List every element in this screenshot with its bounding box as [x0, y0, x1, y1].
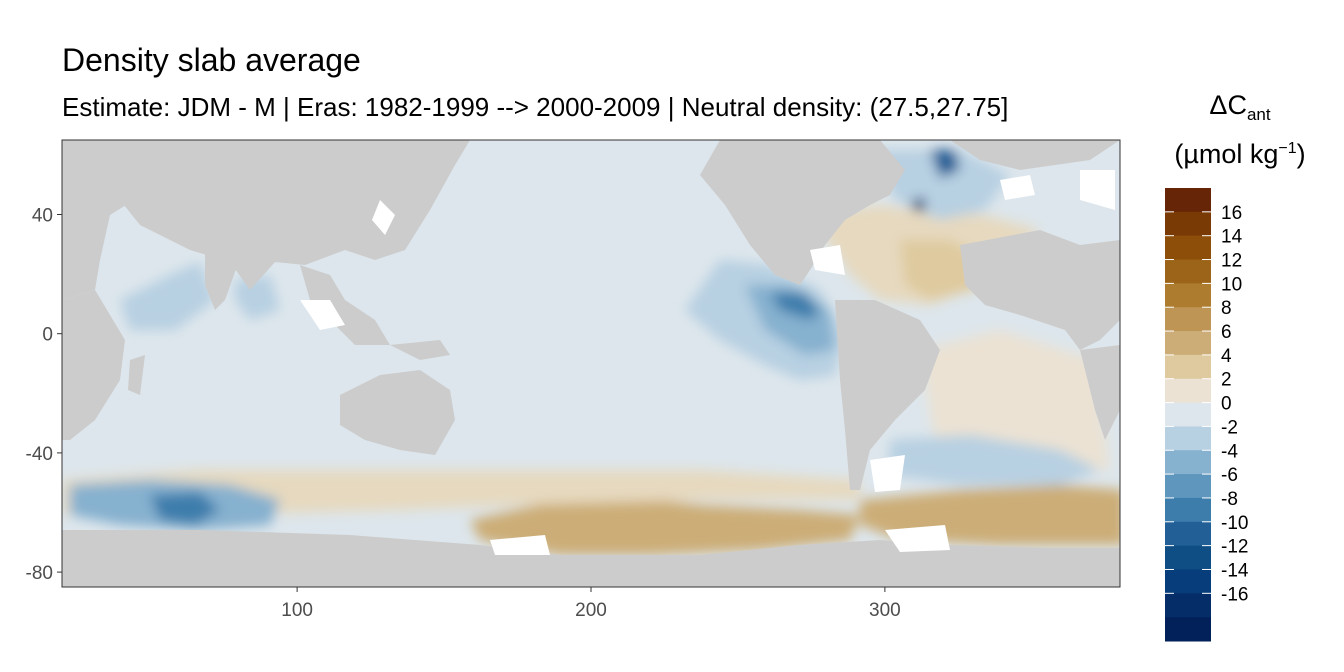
land-india — [205, 250, 240, 310]
y-tick-label: 0 — [42, 325, 53, 346]
legend-label: 16 — [1221, 203, 1242, 224]
legend-title: ΔCant — [1209, 90, 1270, 124]
legend-swatch — [1165, 593, 1211, 618]
legend-swatch — [1165, 211, 1211, 237]
legend-label: -10 — [1221, 513, 1248, 534]
map-panel — [62, 140, 1120, 587]
legend-swatch — [1165, 235, 1211, 261]
land-north-america — [700, 140, 905, 285]
nodata-indonesia — [300, 300, 345, 330]
land-west-africa — [960, 230, 1120, 350]
labrador-sea-field — [870, 150, 1010, 220]
legend-label: 14 — [1221, 227, 1243, 248]
land-africa — [62, 140, 330, 300]
land-australia — [340, 370, 455, 455]
chart-subtitle: Estimate: JDM - M | Eras: 1982-1999 --> … — [62, 92, 1009, 122]
legend-swatch — [1165, 188, 1211, 213]
legend-label: 2 — [1221, 370, 1232, 391]
nodata-mediterranean — [1080, 170, 1115, 210]
nodata-patagonia — [870, 455, 905, 492]
y-axis: 40 0 -40 -80 — [26, 206, 62, 584]
bay-of-bengal-field — [235, 275, 280, 320]
land-south-africa-east — [1080, 345, 1120, 440]
land-madagascar — [128, 355, 145, 395]
legend-label: 8 — [1221, 298, 1232, 319]
legend-swatches — [1165, 188, 1211, 642]
legend-swatch — [1165, 378, 1211, 404]
legend-label: -6 — [1221, 465, 1238, 486]
legend-swatch — [1165, 426, 1211, 451]
legend-label: 10 — [1221, 274, 1242, 295]
nodata-caribbean — [810, 245, 845, 275]
legend-label: 12 — [1221, 251, 1242, 272]
chart-title: Density slab average — [62, 42, 361, 78]
nodata-japan-seas — [372, 200, 395, 235]
legend-label: 0 — [1221, 394, 1232, 415]
south-atlantic-field — [920, 330, 1110, 470]
nodata-antarctic-shelf — [885, 525, 950, 552]
legend-swatch — [1165, 354, 1211, 380]
legend-swatch — [1165, 307, 1211, 332]
legend-swatch — [1165, 569, 1211, 594]
land-new-guinea — [390, 340, 450, 360]
x-axis: 100 200 300 — [281, 587, 901, 621]
legend-swatch — [1165, 497, 1211, 523]
land-south-america — [835, 300, 940, 490]
x-tick-label: 300 — [869, 600, 901, 621]
legend-label: -8 — [1221, 489, 1238, 510]
legend-swatch — [1165, 331, 1211, 356]
nodata-ross-sea — [490, 535, 550, 555]
legend-label: -14 — [1221, 560, 1249, 581]
legend-swatch — [1165, 259, 1211, 284]
legend-swatch — [1165, 617, 1211, 642]
southern-atlantic-blue-patch — [890, 435, 1100, 485]
legend-label: -4 — [1221, 441, 1238, 462]
arabian-sea-field — [120, 262, 215, 330]
legend-swatch — [1165, 450, 1211, 475]
east-pacific-core — [770, 292, 820, 320]
x-tick-label: 100 — [281, 600, 313, 621]
y-tick-label: -40 — [26, 444, 53, 465]
legend-label: -16 — [1221, 584, 1248, 605]
legend-swatch — [1165, 283, 1211, 308]
land-east-africa — [62, 290, 125, 440]
land-antarctica — [62, 530, 1120, 587]
y-tick-label: 40 — [32, 206, 53, 227]
nodata-layer — [300, 170, 1115, 555]
y-tick-label: -80 — [26, 563, 53, 584]
legend-label: -2 — [1221, 417, 1238, 438]
land-greenland — [950, 140, 1120, 170]
legend-units: (µmol kg−1) — [1174, 139, 1305, 169]
x-tick-label: 200 — [575, 600, 607, 621]
southern-ocean-pacific-field — [470, 495, 860, 555]
land-southeast-asia — [300, 265, 390, 345]
land-layer — [62, 140, 1120, 587]
legend-label: 6 — [1221, 322, 1232, 343]
labrador-sea-core — [930, 150, 960, 178]
legend-label: 4 — [1221, 346, 1232, 367]
southern-ocean-indian-core — [150, 492, 220, 525]
nodata-north-sea — [1000, 175, 1035, 200]
legend-swatch — [1165, 474, 1211, 499]
legend-swatch — [1165, 545, 1211, 570]
legend-swatch — [1165, 521, 1211, 547]
legend-label: -12 — [1221, 537, 1248, 558]
legend-swatch — [1165, 402, 1211, 427]
labrador-sea-core-2 — [912, 198, 925, 212]
